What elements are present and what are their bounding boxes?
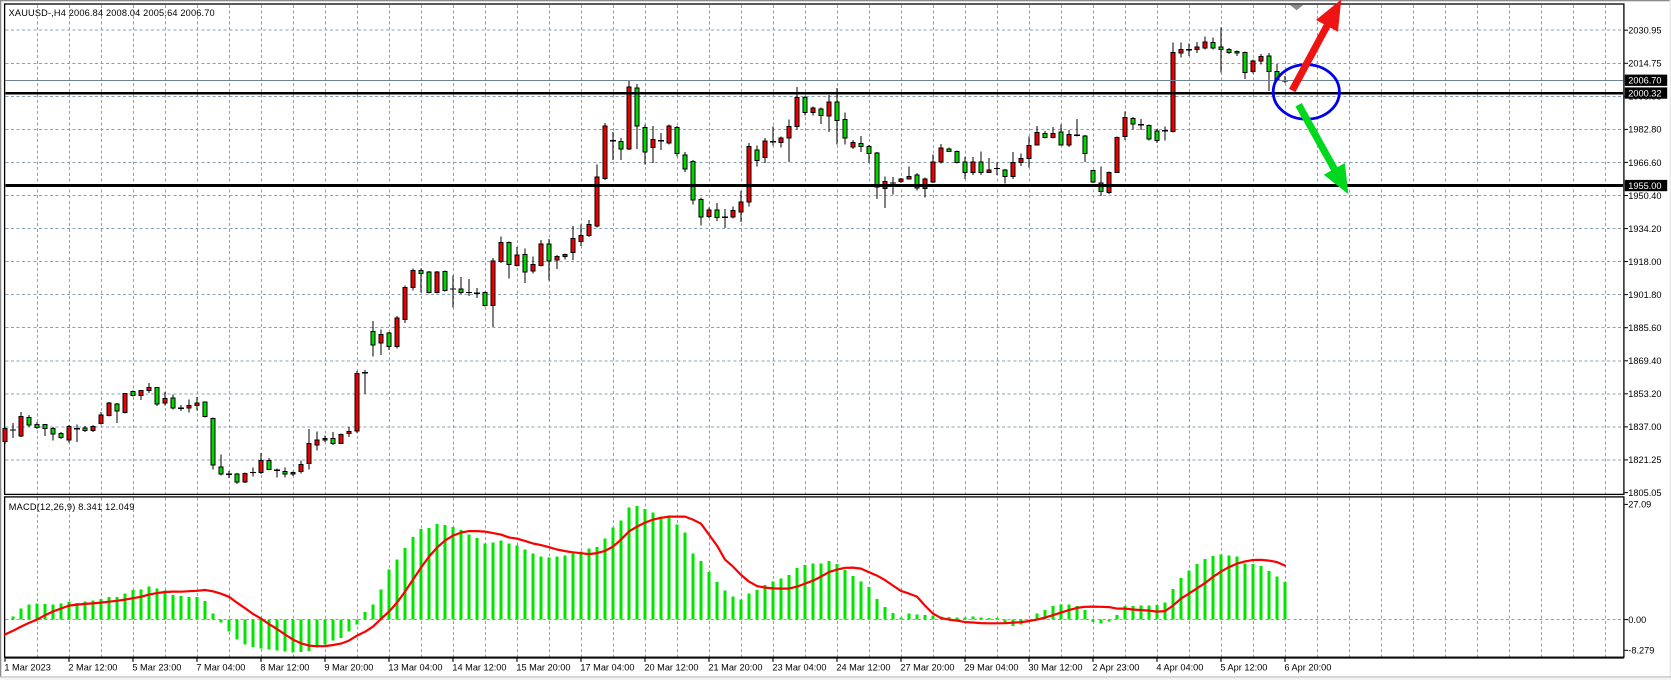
svg-text:1966.60: 1966.60 xyxy=(1628,158,1661,168)
svg-text:-8.279: -8.279 xyxy=(1628,646,1654,656)
svg-text:MACD(12,26,9) 8.341 12.049: MACD(12,26,9) 8.341 12.049 xyxy=(9,502,135,512)
svg-text:17 Mar 04:00: 17 Mar 04:00 xyxy=(580,663,634,673)
svg-text:1934.20: 1934.20 xyxy=(1628,224,1661,234)
svg-text:8 Mar 12:00: 8 Mar 12:00 xyxy=(260,663,309,673)
svg-text:1950.40: 1950.40 xyxy=(1628,191,1661,201)
svg-text:7 Mar 04:00: 7 Mar 04:00 xyxy=(196,663,245,673)
svg-text:23 Mar 04:00: 23 Mar 04:00 xyxy=(772,663,826,673)
svg-text:2006.70: 2006.70 xyxy=(1628,76,1661,86)
svg-text:1869.40: 1869.40 xyxy=(1628,356,1661,366)
svg-text:0.00: 0.00 xyxy=(1628,615,1646,625)
svg-text:20 Mar 12:00: 20 Mar 12:00 xyxy=(644,663,698,673)
svg-text:1821.25: 1821.25 xyxy=(1628,455,1661,465)
svg-text:2 Apr 23:00: 2 Apr 23:00 xyxy=(1092,663,1139,673)
svg-text:2 Mar 12:00: 2 Mar 12:00 xyxy=(68,663,117,673)
svg-text:24 Mar 12:00: 24 Mar 12:00 xyxy=(836,663,890,673)
svg-text:13 Mar 04:00: 13 Mar 04:00 xyxy=(388,663,442,673)
svg-text:5 Mar 23:00: 5 Mar 23:00 xyxy=(132,663,181,673)
svg-text:1 Mar 2023: 1 Mar 2023 xyxy=(4,663,50,673)
svg-text:21 Mar 20:00: 21 Mar 20:00 xyxy=(708,663,762,673)
svg-text:1837.00: 1837.00 xyxy=(1628,422,1661,432)
svg-text:9 Mar 20:00: 9 Mar 20:00 xyxy=(324,663,373,673)
svg-text:1901.80: 1901.80 xyxy=(1628,290,1661,300)
svg-text:1853.20: 1853.20 xyxy=(1628,389,1661,399)
svg-text:2000.32: 2000.32 xyxy=(1628,88,1661,98)
svg-text:2014.75: 2014.75 xyxy=(1628,59,1661,69)
svg-text:27.09: 27.09 xyxy=(1628,500,1651,510)
svg-text:27 Mar 20:00: 27 Mar 20:00 xyxy=(900,663,954,673)
svg-text:15 Mar 20:00: 15 Mar 20:00 xyxy=(516,663,570,673)
svg-text:1955.00: 1955.00 xyxy=(1628,181,1661,191)
svg-text:6 Apr 20:00: 6 Apr 20:00 xyxy=(1284,663,1331,673)
svg-text:14 Mar 12:00: 14 Mar 12:00 xyxy=(452,663,506,673)
svg-text:1918.00: 1918.00 xyxy=(1628,257,1661,267)
svg-text:2030.95: 2030.95 xyxy=(1628,26,1661,36)
svg-text:1885.60: 1885.60 xyxy=(1628,323,1661,333)
svg-text:1805.05: 1805.05 xyxy=(1628,488,1661,498)
svg-text:1982.80: 1982.80 xyxy=(1628,125,1661,135)
svg-text:30 Mar 12:00: 30 Mar 12:00 xyxy=(1028,663,1082,673)
svg-text:XAUUSD-,H4 2006.84 2008.04 200: XAUUSD-,H4 2006.84 2008.04 2005.64 2006.… xyxy=(9,8,215,18)
svg-text:5 Apr 12:00: 5 Apr 12:00 xyxy=(1220,663,1267,673)
svg-text:29 Mar 04:00: 29 Mar 04:00 xyxy=(964,663,1018,673)
svg-text:4 Apr 04:00: 4 Apr 04:00 xyxy=(1156,663,1203,673)
